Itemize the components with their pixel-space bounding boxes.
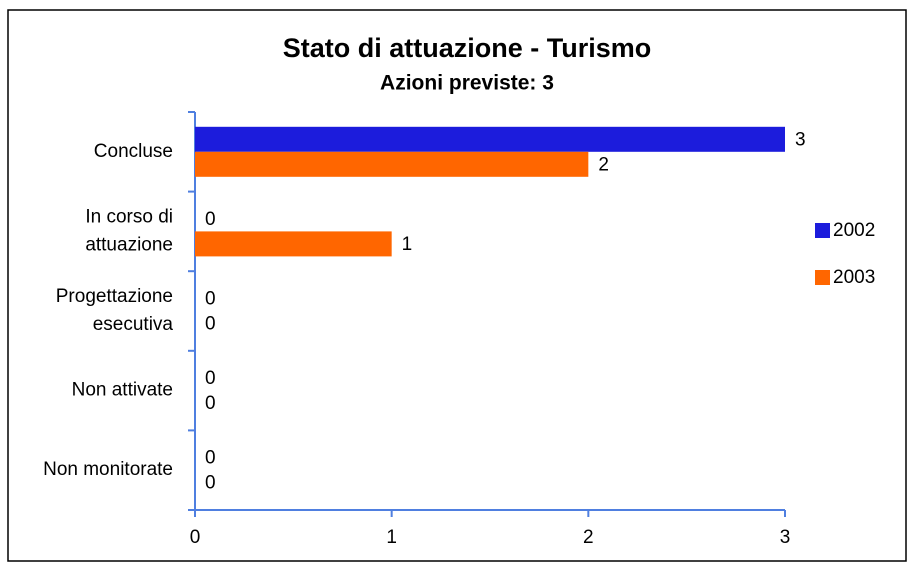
chart-subtitle: Azioni previste: 3 [380,72,554,95]
legend-label: 2003 [833,267,875,288]
value-label: 0 [205,448,216,469]
bar [195,231,392,257]
value-label: 0 [205,314,216,335]
x-tick-label: 1 [386,527,397,548]
x-tick-label: 3 [780,527,791,548]
bar [195,151,589,177]
y-tick-label: Progettazione esecutiva [56,286,174,335]
chart-title: Stato di attuazione - Turismo [283,33,652,63]
value-label: 0 [205,209,216,230]
y-tick-label: In corso di attuazione [85,206,173,255]
value-label: 1 [402,234,413,255]
value-label: 0 [205,289,216,310]
y-tick-label: Concluse [94,141,173,162]
x-tick-label: 0 [190,527,201,548]
value-label: 0 [205,393,216,414]
value-label: 3 [795,129,806,150]
chart-frame [7,9,907,562]
value-label: 0 [205,473,216,494]
value-label: 2 [598,154,609,175]
legend-label: 2002 [833,220,875,241]
value-label: 0 [205,368,216,389]
x-tick-label: 2 [583,527,594,548]
y-tick-label: Non attivate [72,380,173,401]
bar [195,126,785,152]
y-tick-label: Non monitorate [43,459,173,480]
legend-swatch [815,270,830,285]
legend-swatch [815,223,830,238]
